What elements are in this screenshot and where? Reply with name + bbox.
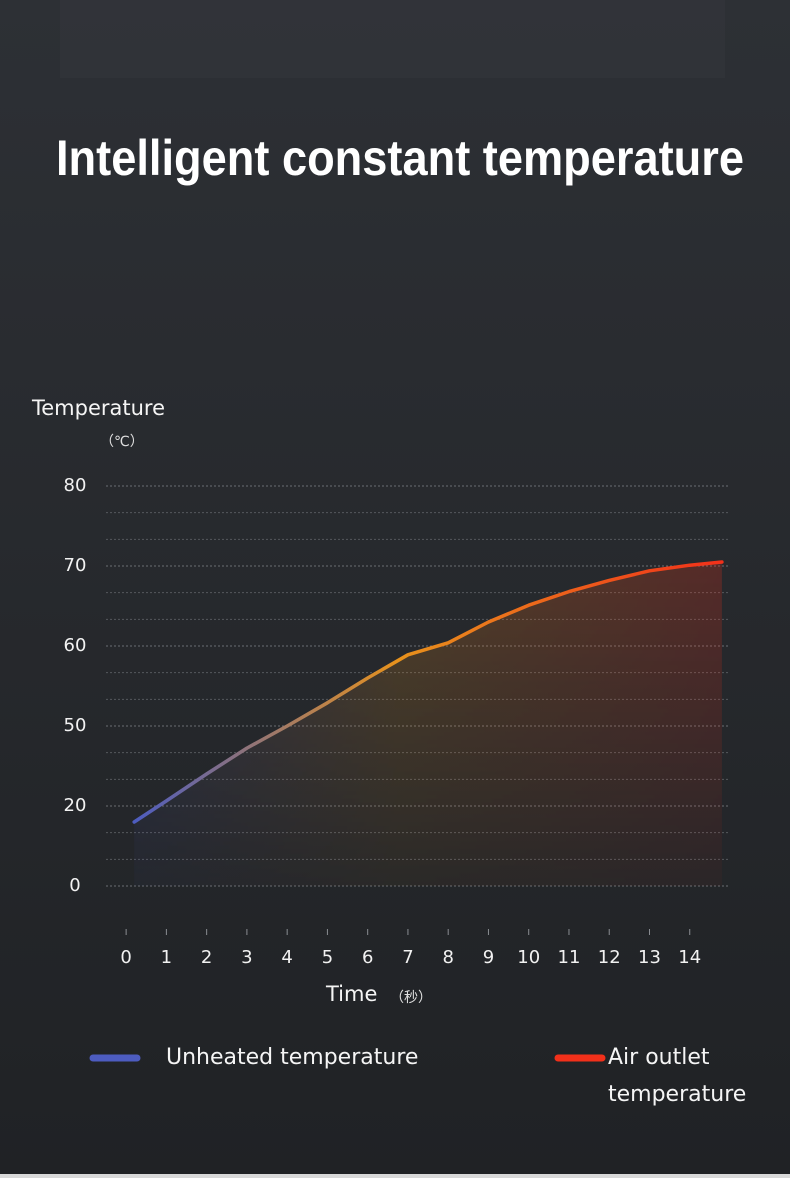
- x-tick-label: 4: [281, 947, 292, 968]
- x-tick-label: 3: [241, 947, 252, 968]
- x-axis-unit: （秒）: [390, 990, 432, 1006]
- y-axis-title: Temperature: [31, 396, 165, 420]
- x-tick-label: 6: [362, 947, 373, 968]
- y-tick-label: 60: [64, 635, 87, 656]
- y-tick-label: 50: [64, 715, 87, 736]
- x-tick-label: 5: [322, 947, 333, 968]
- x-axis-title: Time: [325, 982, 377, 1006]
- x-tick-label: 10: [517, 947, 540, 968]
- y-axis-unit: （℃）: [100, 434, 144, 450]
- title: Intelligent constant temperature: [56, 130, 744, 186]
- x-tick-label: 7: [402, 947, 413, 968]
- y-tick-label: 80: [64, 475, 87, 496]
- y-tick-label: 20: [64, 795, 87, 816]
- top-panel: [60, 0, 725, 78]
- y-tick-label: 0: [69, 875, 80, 896]
- x-tick-label: 1: [161, 947, 172, 968]
- x-tick-label: 9: [483, 947, 494, 968]
- x-tick-label: 8: [442, 947, 453, 968]
- x-tick-label: 0: [120, 947, 131, 968]
- x-tick-label: 2: [201, 947, 212, 968]
- area: [134, 562, 722, 886]
- legend-label: Air outlet temperature: [608, 1045, 746, 1107]
- x-tick-label: 11: [558, 947, 581, 968]
- x-tick-label: 13: [638, 947, 661, 968]
- y-tick-label: 70: [64, 555, 87, 576]
- bottom-rule: [0, 1174, 790, 1178]
- x-tick-label: 12: [598, 947, 621, 968]
- line: [132, 560, 724, 824]
- legend-label: Unheated temperature: [166, 1045, 418, 1070]
- x-tick-label: 14: [678, 947, 701, 968]
